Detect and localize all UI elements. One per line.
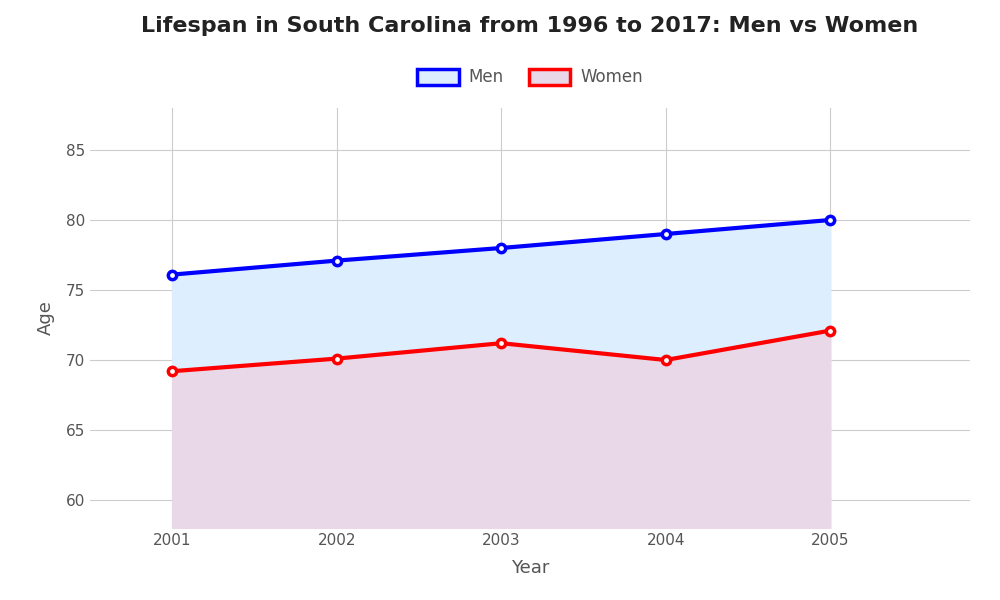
Y-axis label: Age: Age: [37, 301, 55, 335]
Legend: Men, Women: Men, Women: [410, 62, 650, 93]
Title: Lifespan in South Carolina from 1996 to 2017: Men vs Women: Lifespan in South Carolina from 1996 to …: [141, 16, 919, 35]
X-axis label: Year: Year: [511, 559, 549, 577]
